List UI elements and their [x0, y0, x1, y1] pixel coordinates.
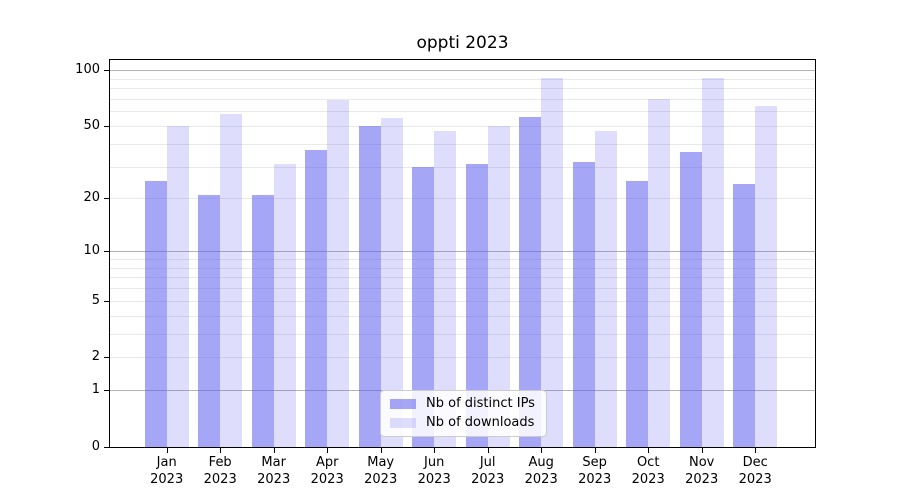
legend-item-downloads: Nb of downloads	[390, 415, 535, 430]
chart-title: oppti 2023	[416, 33, 509, 53]
x-tick-label-may: May 2023	[364, 455, 398, 487]
bar-sep-downloads	[594, 130, 617, 447]
y-tick-2	[104, 357, 109, 359]
gridline-5	[110, 300, 815, 302]
legend-swatch-downloads	[390, 417, 416, 428]
x-tick-sep	[594, 448, 596, 453]
bar-jan-distinct-ips	[144, 181, 167, 447]
y-tick-50	[104, 126, 109, 127]
y-tick-5	[104, 300, 109, 302]
bar-feb-downloads	[220, 114, 243, 447]
x-tick-label-jun: Jun 2023	[417, 455, 451, 487]
y-tick-20	[104, 198, 109, 200]
y-tick-label-50: 50	[83, 118, 100, 133]
gridline-9	[110, 259, 815, 260]
bar-aug-distinct-ips	[519, 116, 542, 447]
bar-sep-distinct-ips	[572, 161, 595, 447]
x-tick-label-apr: Apr 2023	[310, 455, 344, 487]
legend-label-downloads: Nb of downloads	[426, 415, 535, 430]
legend: Nb of distinct IPs Nb of downloads	[380, 390, 547, 437]
gridline-100	[110, 70, 815, 72]
bar-dec-distinct-ips	[733, 184, 756, 447]
y-tick-label-100: 100	[75, 62, 100, 78]
plot-area	[109, 59, 816, 448]
bar-jun-downloads	[434, 130, 457, 447]
x-tick-label-dec: Dec 2023	[738, 455, 772, 487]
bar-mar-distinct-ips	[251, 194, 274, 447]
bar-jun-distinct-ips	[412, 166, 435, 447]
gridline-90	[110, 78, 815, 80]
legend-label-distinct-ips: Nb of distinct IPs	[426, 396, 535, 411]
x-tick-mar	[273, 448, 275, 453]
y-tick-0	[104, 447, 109, 448]
x-tick-aug	[541, 448, 543, 453]
x-tick-jul	[487, 448, 489, 453]
bar-feb-distinct-ips	[198, 194, 221, 447]
x-tick-label-nov: Nov 2023	[685, 455, 719, 487]
y-tick-10	[104, 251, 109, 253]
x-tick-label-jul: Jul 2023	[471, 455, 505, 487]
bar-oct-distinct-ips	[626, 181, 649, 447]
gridline-80	[110, 88, 815, 90]
y-tick-1	[104, 390, 109, 392]
x-tick-jan	[166, 448, 168, 453]
y-tick-label-10: 10	[83, 243, 100, 259]
bar-apr-downloads	[327, 100, 350, 447]
x-tick-label-oct: Oct 2023	[631, 455, 665, 487]
gridline-70	[110, 98, 815, 100]
gridline-3	[110, 333, 815, 335]
gridline-6	[110, 288, 815, 290]
gridline-30	[110, 166, 815, 168]
y-tick-100	[104, 70, 109, 72]
bar-apr-distinct-ips	[305, 150, 328, 447]
x-tick-dec	[755, 448, 757, 453]
bar-jan-downloads	[166, 126, 189, 447]
gridline-20	[110, 198, 815, 200]
x-tick-label-mar: Mar 2023	[257, 455, 291, 487]
x-tick-label-aug: Aug 2023	[524, 455, 558, 487]
gridline-10	[110, 251, 815, 253]
x-tick-apr	[327, 448, 329, 453]
x-tick-label-jan: Jan 2023	[150, 455, 184, 487]
bar-nov-downloads	[701, 77, 724, 447]
x-tick-label-feb: Feb 2023	[203, 455, 237, 487]
bar-aug-downloads	[541, 77, 564, 447]
bar-oct-downloads	[648, 98, 671, 447]
x-tick-label-sep: Sep 2023	[578, 455, 612, 487]
x-tick-may	[380, 448, 382, 453]
x-tick-feb	[220, 448, 222, 453]
y-tick-label-1: 1	[91, 382, 100, 398]
bar-nov-distinct-ips	[679, 152, 702, 447]
gridline-60	[110, 111, 815, 113]
legend-swatch-distinct-ips	[390, 398, 416, 409]
gridline-4	[110, 315, 815, 317]
bar-may-downloads	[380, 118, 403, 447]
y-tick-label-20: 20	[83, 190, 100, 206]
y-tick-label-0: 0	[91, 439, 100, 454]
x-tick-jun	[434, 448, 436, 453]
legend-item-distinct-ips: Nb of distinct IPs	[390, 396, 535, 411]
y-tick-label-2: 2	[91, 349, 100, 365]
bar-mar-downloads	[273, 164, 296, 447]
gridline-50	[110, 126, 815, 127]
bar-jul-distinct-ips	[465, 164, 488, 447]
x-tick-nov	[701, 448, 703, 453]
bar-dec-downloads	[755, 106, 778, 447]
y-tick-label-5: 5	[91, 292, 100, 308]
x-tick-oct	[648, 448, 650, 453]
bar-jul-downloads	[487, 126, 510, 447]
gridline-8	[110, 267, 815, 269]
gridline-40	[110, 143, 815, 145]
gridline-2	[110, 357, 815, 359]
bar-may-distinct-ips	[358, 126, 381, 447]
gridline-7	[110, 277, 815, 279]
